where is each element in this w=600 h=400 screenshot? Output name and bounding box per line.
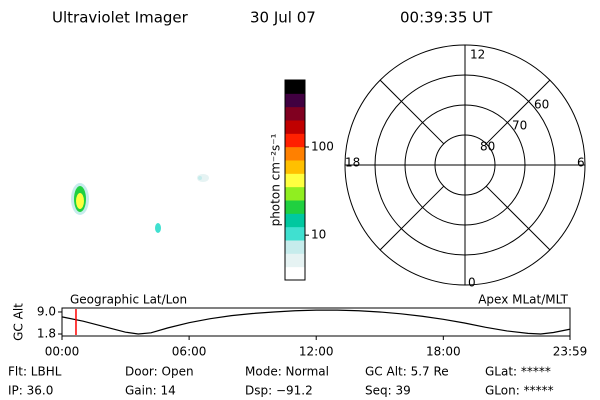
y-tick-label: 9.0 — [37, 304, 56, 318]
x-tick-label: 12:00 — [299, 345, 334, 359]
status-field: Mode: Normal — [245, 365, 329, 379]
colorbar-segment — [285, 160, 305, 174]
status-field: GC Alt: 5.7 Re — [365, 365, 449, 379]
colorbar-segment — [285, 213, 305, 228]
colorbar-segment — [285, 173, 305, 188]
x-tick-label: 00:00 — [45, 345, 80, 359]
colorbar-segment — [285, 80, 305, 94]
mlt-label: 0 — [468, 276, 476, 290]
colorbar-label: photon cm⁻²s⁻¹ — [269, 133, 283, 226]
colorbar-segment — [285, 106, 305, 121]
colorbar-segment — [285, 266, 305, 281]
lat-label: 70 — [512, 119, 527, 133]
timeline-ylabel: GC Alt — [12, 303, 26, 341]
date: 30 Jul 07 — [250, 9, 316, 27]
status-field: Dsp: −91.2 — [245, 384, 313, 398]
status-field: Gain: 14 — [125, 384, 176, 398]
time: 00:39:35 UT — [400, 9, 493, 27]
colorbar-segment — [285, 186, 305, 201]
status-field: GLon: ***** — [485, 384, 554, 398]
polar-grid — [344, 44, 586, 286]
colorbar-segment — [285, 93, 305, 108]
lat-label: 60 — [534, 98, 549, 112]
colorbar-segment — [285, 240, 305, 254]
status-field: GLat: ***** — [485, 365, 551, 379]
timeline-right-label: Apex MLat/MLT — [478, 293, 568, 307]
colorbar-frame — [284, 79, 306, 281]
colorbar-segment — [285, 226, 305, 241]
status-field: Seq: 39 — [365, 384, 411, 398]
status-field: IP: 36.0 — [8, 384, 53, 398]
colorbar-segment — [285, 200, 305, 214]
status-field: Door: Open — [125, 365, 194, 379]
y-tick-label: 1.8 — [37, 327, 56, 341]
colorbar-tick-label: 100 — [311, 139, 334, 153]
colorbar-tick-label: 10 — [311, 228, 326, 242]
title: Ultraviolet Imager — [52, 9, 189, 27]
mlt-label: 18 — [345, 156, 360, 170]
colorbar-segment — [285, 146, 305, 161]
colorbar-segment — [285, 253, 305, 268]
x-tick-label: 23:59 — [553, 345, 588, 359]
mlt-label: 6 — [577, 156, 585, 170]
status-field: Flt: LBHL — [8, 365, 62, 379]
x-tick-label: 06:00 — [172, 345, 207, 359]
x-tick-label: 18:00 — [426, 345, 461, 359]
image-blobs — [71, 174, 209, 233]
lat-label: 80 — [480, 140, 495, 154]
mlt-label: 12 — [470, 48, 485, 62]
altitude-line — [61, 309, 571, 335]
timeline-left-label: Geographic Lat/Lon — [70, 293, 187, 307]
colorbar-segment — [285, 133, 305, 148]
colorbar-segment — [285, 120, 305, 134]
